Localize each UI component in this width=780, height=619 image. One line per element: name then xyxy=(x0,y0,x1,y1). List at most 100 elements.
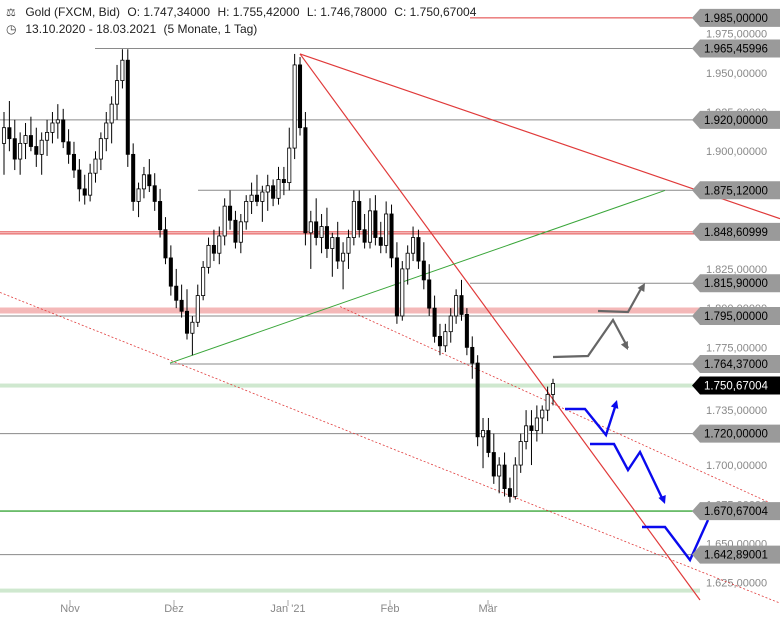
high-value: H: 1.755,42000 xyxy=(217,5,300,19)
candle-body xyxy=(276,179,281,199)
candle-body xyxy=(136,188,141,202)
price-tag-bg xyxy=(692,8,780,27)
price-tag: 1.985,00000 xyxy=(692,8,780,27)
candle-body xyxy=(373,210,378,238)
candle-body xyxy=(281,179,286,184)
candle-body xyxy=(34,146,39,155)
arrow-head-icon xyxy=(610,400,619,409)
price-tag-bg xyxy=(692,424,780,443)
candle-body xyxy=(120,59,125,82)
price-tag: 1.875,12000 xyxy=(692,181,780,200)
x-tick-label: Feb xyxy=(381,603,400,615)
candle-body xyxy=(394,257,399,317)
candle-body xyxy=(437,335,442,347)
candle-body xyxy=(82,188,87,196)
support-zone-bottom xyxy=(0,588,700,593)
candle-body xyxy=(421,260,426,281)
price-tag: 1.795,00000 xyxy=(692,306,780,325)
candle-body xyxy=(109,103,114,124)
y-tick-label: 1.625,00000 xyxy=(706,578,767,590)
support-zone xyxy=(0,383,700,388)
price-tag-bg xyxy=(692,306,780,325)
candle-body xyxy=(61,119,66,143)
period-label: (5 Monate, 1 Tag) xyxy=(163,22,258,36)
x-tick-label: Jan '21 xyxy=(270,603,305,615)
y-tick-label: 1.900,00000 xyxy=(706,146,767,158)
x-tick-label: Mär xyxy=(479,603,498,615)
candle-body xyxy=(411,237,416,254)
candle-body xyxy=(384,213,389,246)
candle-body xyxy=(335,237,340,262)
candle-body xyxy=(443,331,448,347)
price-tag-label: 1.848,60999 xyxy=(704,227,768,239)
candle-body xyxy=(362,229,367,243)
candle-body xyxy=(131,153,136,202)
candle-body xyxy=(39,139,44,155)
x-tick-label: Nov xyxy=(60,603,80,615)
candle-body xyxy=(481,430,486,438)
candle-body xyxy=(448,315,453,333)
price-tag-label: 1.965,45996 xyxy=(704,44,768,56)
candle-body xyxy=(125,59,130,155)
candle-body xyxy=(158,201,163,231)
candle-body xyxy=(77,169,82,190)
candle-body xyxy=(12,138,17,160)
projection-path-blue xyxy=(565,403,618,438)
candle-body xyxy=(141,174,146,190)
price-tag-bg xyxy=(692,222,780,241)
candle-body xyxy=(104,122,109,140)
projection-path-gray xyxy=(552,317,629,359)
price-tag-label: 1.720,00000 xyxy=(704,429,768,441)
candle-body xyxy=(93,158,98,174)
candle-body xyxy=(475,362,480,438)
candle-body xyxy=(513,464,518,497)
candle-body xyxy=(518,441,523,466)
candle-body xyxy=(254,194,259,202)
channel-line-lower xyxy=(0,292,780,604)
price-tag-bg xyxy=(692,274,780,293)
price-tag: 1.750,67004 xyxy=(692,376,780,395)
candle-body xyxy=(292,64,297,149)
close-value: C: 1.750,67004 xyxy=(394,5,477,19)
projection-path-blue xyxy=(590,442,664,499)
candle-body xyxy=(298,64,303,129)
clock-icon: ◷ xyxy=(6,22,17,36)
candle-body xyxy=(287,147,292,184)
candle-body xyxy=(217,235,222,254)
candle-body xyxy=(228,205,233,221)
candle-body xyxy=(18,142,23,160)
candle-body xyxy=(184,310,190,334)
candle-body xyxy=(174,285,179,301)
price-tag-label: 1.670,67004 xyxy=(704,506,769,518)
chart-header: ⚖ Gold (FXCM, Bid) O: 1.747,34000 H: 1.7… xyxy=(6,5,480,19)
candle-body xyxy=(249,194,254,202)
price-tag-label: 1.815,90000 xyxy=(704,278,768,290)
candle-body xyxy=(405,252,410,270)
candle-body xyxy=(491,452,496,477)
candle-body xyxy=(55,119,60,124)
candle-body xyxy=(147,174,152,187)
price-tag-bg xyxy=(692,502,780,521)
price-tag-label: 1.985,00000 xyxy=(704,13,768,25)
candle-body xyxy=(88,172,93,196)
price-tag-bg xyxy=(692,39,780,58)
price-tag: 1.670,67004 xyxy=(692,502,780,521)
candle-body xyxy=(222,205,227,237)
candle-body xyxy=(238,221,243,243)
candle-body xyxy=(179,299,184,312)
chart-range: ◷ 13.10.2020 - 18.03.2021 (5 Monate, 1 T… xyxy=(6,22,261,36)
candle-body xyxy=(50,122,55,133)
arrow-head-icon xyxy=(637,283,645,292)
candle-body xyxy=(233,219,238,243)
candle-body xyxy=(432,307,437,337)
price-tag-label: 1.750,67004 xyxy=(704,381,769,393)
projection-path-gray xyxy=(597,286,643,314)
candle-body xyxy=(66,141,71,155)
candle-body xyxy=(507,488,512,497)
price-tag: 1.642,89001 xyxy=(692,545,780,564)
candle-body xyxy=(265,185,270,193)
candle-body xyxy=(470,346,475,364)
candle-body xyxy=(163,229,168,259)
candle-body xyxy=(190,321,195,334)
